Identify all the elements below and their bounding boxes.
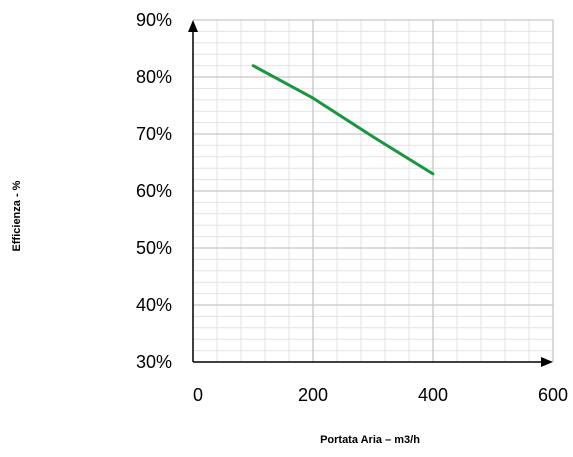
y-tick-label: 90% bbox=[136, 10, 172, 30]
y-tick-label: 30% bbox=[136, 352, 172, 372]
y-axis-arrow-icon bbox=[188, 20, 198, 32]
y-tick-label: 60% bbox=[136, 181, 172, 201]
y-tick-label: 50% bbox=[136, 238, 172, 258]
x-tick-label: 0 bbox=[193, 385, 203, 405]
tick-labels: 30% 40% 50% 60% 70% 80% 90% 0 200 400 600 bbox=[136, 10, 568, 405]
y-tick-label: 40% bbox=[136, 295, 172, 315]
x-tick-label: 400 bbox=[418, 385, 448, 405]
data-point bbox=[431, 172, 435, 176]
x-axis-title: Portata Aria – m3/h bbox=[320, 434, 420, 446]
x-axis-arrow-icon bbox=[541, 357, 553, 367]
y-tick-label: 70% bbox=[136, 124, 172, 144]
grid bbox=[193, 19, 554, 362]
data-point bbox=[311, 96, 315, 100]
y-tick-label: 80% bbox=[136, 67, 172, 87]
x-tick-label: 600 bbox=[538, 385, 568, 405]
series-layer bbox=[251, 64, 435, 176]
series-line-0 bbox=[252, 64, 434, 176]
axes bbox=[188, 20, 553, 367]
data-point bbox=[251, 64, 255, 67]
x-tick-label: 200 bbox=[298, 385, 328, 405]
y-axis-title: Efficienza - % bbox=[11, 180, 23, 251]
data-point bbox=[371, 135, 375, 139]
